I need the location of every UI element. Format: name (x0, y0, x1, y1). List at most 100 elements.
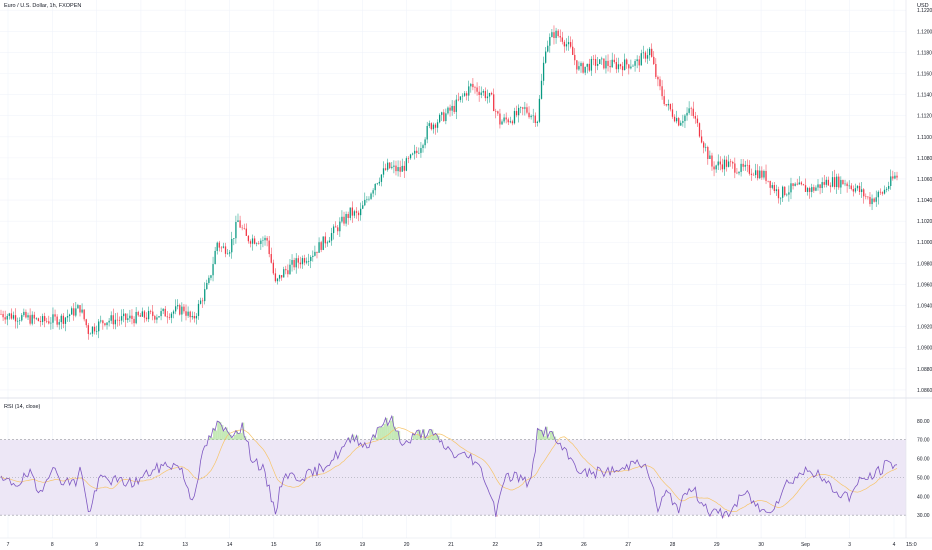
candle-body (10, 313, 13, 319)
candle-body (644, 52, 647, 59)
candle-body (815, 187, 817, 191)
candle-body (896, 175, 898, 178)
candle-body (320, 242, 322, 250)
rsi-overbought-fill (348, 437, 351, 440)
time-axis[interactable]: 7 8 9 12 13 14 15 16 19 20 21 22 23 26 27 28 29 30 Sep 3 4 (7, 542, 896, 548)
candle-body (264, 237, 266, 241)
candle-body (430, 123, 432, 130)
candle-body (601, 58, 603, 60)
candle-body (197, 303, 200, 316)
candle-body (202, 300, 204, 302)
candle-body (563, 41, 566, 47)
rsi-overbought-fill (210, 437, 214, 440)
candle-body (283, 269, 285, 278)
candle-body (811, 187, 813, 192)
candle-body (447, 107, 449, 114)
candle-body (71, 308, 73, 315)
rsi-oversold-fill (709, 515, 712, 517)
candle-body (229, 252, 231, 254)
price-tick-label: 1.10000 (917, 240, 932, 246)
candle-body (181, 306, 183, 315)
candle-body (258, 243, 260, 244)
candle-body (765, 170, 767, 181)
candle-body (615, 62, 617, 70)
candle-body (501, 121, 503, 125)
price-tick-label: 1.11000 (917, 135, 932, 141)
candle-body (439, 114, 441, 123)
candle-body (374, 183, 376, 191)
candle-body (397, 167, 399, 172)
candle-body (335, 226, 337, 228)
candle-body (91, 326, 94, 334)
candle-body (794, 183, 796, 186)
rsi-overbought-fill (233, 435, 236, 440)
candle-body (750, 173, 753, 175)
price-axis[interactable]: 1.12200 1.12000 1.11800 1.11600 1.11400 1.112… (917, 8, 932, 394)
candle-body (461, 95, 464, 97)
timezone-label[interactable]: 15:0 (906, 542, 917, 548)
rsi-title[interactable]: RSI (14, close) (4, 404, 41, 410)
rsi-overbought-fill (229, 434, 232, 440)
rsi-overbought-fill (547, 437, 550, 440)
candle-body (621, 66, 624, 71)
candle-body (673, 116, 676, 122)
rsi-overbought-fill (227, 431, 230, 440)
candle-body (312, 255, 314, 257)
candle-body (195, 315, 198, 319)
rsi-overbought-fill (231, 437, 234, 440)
candle-body (81, 309, 83, 313)
candle-body (170, 313, 173, 318)
candle-body (399, 167, 401, 172)
candle-body (875, 197, 877, 202)
candle-body (360, 208, 362, 216)
candle-body (526, 107, 528, 113)
candle-body (576, 60, 578, 70)
candle-body (46, 321, 48, 322)
candle-body (384, 168, 387, 170)
candle-body (116, 319, 119, 321)
candle-body (844, 183, 846, 185)
candle-body (376, 183, 378, 185)
candle-body (459, 96, 462, 100)
candle-body (665, 104, 667, 106)
currency-label: USD (917, 3, 929, 9)
symbol-title[interactable]: Euro / U.S. Dollar, 1h, FXOPEN (4, 3, 82, 9)
candle-body (2, 314, 4, 318)
candle-body (732, 161, 734, 164)
candle-body (262, 240, 264, 241)
time-tick-label: 30 (758, 542, 764, 548)
candle-body (0, 313, 2, 315)
rsi-overbought-fill (208, 435, 211, 440)
candle-body (547, 45, 549, 52)
candle-body (147, 311, 150, 320)
rsi-tick-label: 30.00 (917, 513, 930, 519)
candle-body (141, 311, 144, 317)
candle-body (368, 198, 370, 200)
candle-body (441, 112, 443, 115)
candle-body (559, 36, 561, 38)
candle-body (233, 238, 235, 239)
candle-body (505, 117, 507, 120)
candle-body (326, 242, 329, 244)
candle-body (634, 61, 636, 66)
candle-body (486, 96, 489, 99)
candle-body (114, 319, 116, 325)
candle-body (172, 311, 175, 314)
rsi-overbought-fill (213, 428, 216, 440)
rsi-axis[interactable]: 80.00 70.00 60.00 50.00 40.00 30.00 (917, 419, 930, 519)
candle-body (534, 115, 536, 123)
candle-body (813, 187, 815, 191)
candle-body (609, 65, 611, 68)
candle-body (16, 320, 19, 322)
candle-body (266, 237, 268, 241)
candle-body (131, 315, 133, 319)
candle-body (347, 214, 349, 218)
candle-body (403, 165, 405, 171)
rsi-tick-label: 40.00 (917, 494, 930, 500)
candle-body (786, 194, 788, 196)
rsi-overbought-fill (541, 430, 544, 440)
candle-body (613, 59, 615, 63)
candle-body (865, 196, 867, 197)
candle-body (231, 238, 233, 253)
